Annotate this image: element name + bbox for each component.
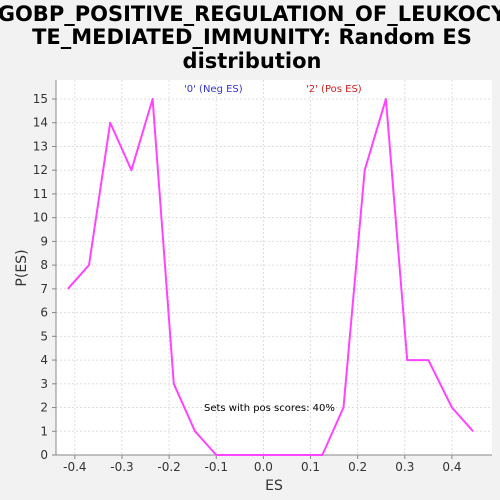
x-tick-label: 0.0 [254, 460, 273, 474]
x-axis-ticks: -0.4 -0.3 -0.2 -0.1 0.0 0.1 0.2 0.3 0.4 [63, 455, 461, 474]
x-tick-label: 0.2 [348, 460, 367, 474]
y-tick-label: 12 [33, 163, 48, 177]
x-tick-label: -0.3 [110, 460, 133, 474]
y-tick-label: 7 [40, 282, 48, 296]
legend: '0' (Neg ES) '2' (Pos ES) [184, 84, 362, 95]
y-tick-label: 11 [33, 187, 48, 201]
y-tick-label: 9 [40, 234, 48, 248]
x-tick-label: 0.4 [442, 460, 461, 474]
y-tick-label: 1 [40, 424, 48, 438]
y-tick-label: 5 [40, 329, 48, 343]
legend-entry-pos: '2' (Pos ES) [306, 84, 362, 95]
x-tick-label: -0.2 [157, 460, 180, 474]
chart-title-line-1: GOBP_POSITIVE_REGULATION_OF_LEUKOCY [0, 2, 500, 26]
x-tick-label: 0.1 [301, 460, 320, 474]
y-tick-label: 15 [33, 92, 48, 106]
series-line [67, 98, 474, 456]
grid [56, 80, 492, 456]
chart-title-line-3: distribution [183, 49, 322, 73]
y-tick-label: 2 [40, 401, 48, 415]
y-tick-label: 13 [33, 139, 48, 153]
x-tick-label: 0.3 [395, 460, 414, 474]
y-tick-label: 6 [40, 306, 48, 320]
series [67, 98, 474, 456]
y-tick-label: 4 [40, 353, 48, 367]
pos-scores-annotation: Sets with pos scores: 40% [204, 403, 335, 414]
x-axis-label: ES [265, 478, 283, 494]
plot-area [56, 80, 492, 455]
x-tick-label: -0.1 [205, 460, 228, 474]
chart-title-line-2: TE_MEDIATED_IMMUNITY: Random ES [32, 25, 472, 49]
y-tick-label: 8 [40, 258, 48, 272]
chart-title: GOBP_POSITIVE_REGULATION_OF_LEUKOCY TE_M… [0, 2, 500, 73]
y-axis-label: P(ES) [14, 249, 30, 286]
y-tick-label: 14 [33, 116, 48, 130]
y-tick-label: 0 [40, 448, 48, 462]
legend-entry-neg: '0' (Neg ES) [184, 84, 243, 95]
y-tick-label: 10 [33, 211, 48, 225]
x-tick-label: -0.4 [63, 460, 86, 474]
y-tick-label: 3 [40, 377, 48, 391]
